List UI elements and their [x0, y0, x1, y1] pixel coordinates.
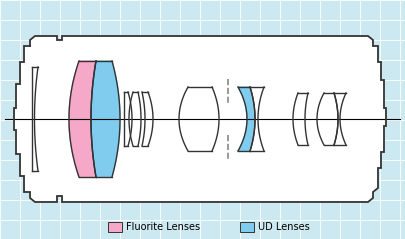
Polygon shape: [238, 87, 255, 151]
Text: UD Lenses: UD Lenses: [258, 222, 310, 232]
Polygon shape: [129, 92, 141, 146]
Polygon shape: [142, 92, 153, 146]
Polygon shape: [334, 93, 346, 145]
Bar: [240, 222, 254, 232]
Text: Fluorite Lenses: Fluorite Lenses: [126, 222, 200, 232]
Polygon shape: [293, 93, 308, 145]
Polygon shape: [124, 92, 132, 146]
Polygon shape: [91, 61, 120, 177]
Polygon shape: [250, 87, 264, 151]
Polygon shape: [14, 36, 386, 202]
Polygon shape: [317, 93, 338, 145]
Polygon shape: [179, 87, 219, 151]
Polygon shape: [69, 61, 96, 177]
Bar: [108, 222, 122, 232]
Polygon shape: [32, 67, 38, 171]
